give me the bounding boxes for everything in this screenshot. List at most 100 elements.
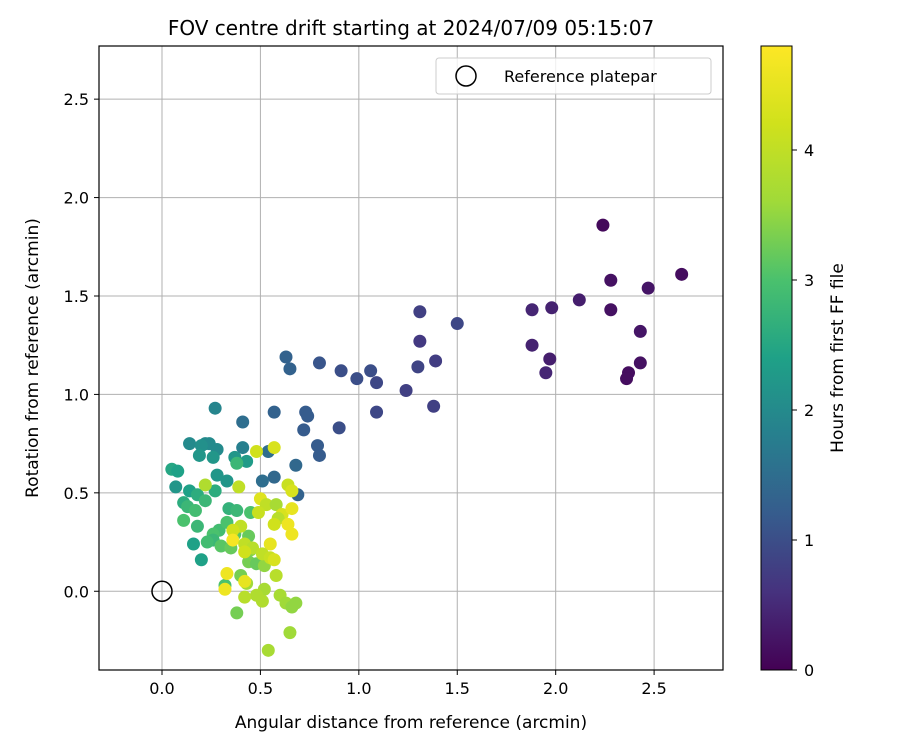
data-point — [289, 458, 303, 472]
data-point — [208, 401, 222, 415]
x-tick-label: 0.5 — [248, 679, 273, 698]
data-point — [633, 324, 647, 338]
data-point — [177, 513, 191, 527]
data-point — [525, 338, 539, 352]
data-point — [539, 366, 553, 380]
data-point — [413, 334, 427, 348]
data-point — [427, 399, 441, 413]
data-point — [267, 553, 281, 567]
y-tick-label: 2.5 — [64, 90, 89, 109]
data-point — [301, 409, 315, 423]
data-point — [226, 523, 240, 537]
data-point — [429, 354, 443, 368]
data-point — [269, 498, 283, 512]
data-point — [675, 267, 689, 281]
data-point — [312, 356, 326, 370]
data-point — [261, 643, 275, 657]
data-point — [194, 553, 208, 567]
reference-point — [151, 580, 173, 603]
data-point — [572, 293, 586, 307]
colorbar-tick-label: 2 — [804, 401, 814, 420]
data-point — [230, 606, 244, 620]
x-tick-label: 1.5 — [445, 679, 470, 698]
x-axis-ticks: 0.0 0.5 1.0 1.5 2.0 2.5 — [149, 670, 667, 698]
data-point — [186, 537, 200, 551]
data-point — [263, 537, 277, 551]
data-point — [285, 527, 299, 541]
data-point — [285, 600, 299, 614]
data-point — [238, 545, 252, 559]
data-point — [240, 454, 254, 468]
data-point — [194, 439, 208, 453]
data-point — [334, 364, 348, 378]
data-point — [190, 519, 204, 533]
x-tick-label: 1.0 — [346, 679, 371, 698]
data-point — [312, 448, 326, 462]
x-tick-label: 2.5 — [641, 679, 666, 698]
data-point — [525, 303, 539, 317]
data-point — [283, 362, 297, 376]
y-tick-label: 2.0 — [64, 189, 89, 208]
data-point — [279, 350, 293, 364]
colorbar-tick-label: 4 — [804, 141, 814, 160]
data-point — [192, 448, 206, 462]
colorbar: 0 1 2 3 4 Hours from first FF file — [760, 45, 848, 680]
data-point — [411, 360, 425, 374]
data-point — [200, 535, 214, 549]
data-point — [206, 450, 220, 464]
data-point — [620, 372, 634, 386]
data-point — [285, 502, 299, 516]
data-point — [633, 356, 647, 370]
data-point — [604, 303, 618, 317]
data-point — [364, 364, 378, 378]
data-point — [198, 478, 212, 492]
data-point — [255, 594, 269, 608]
data-point — [267, 405, 281, 419]
data-point — [251, 506, 265, 520]
data-point — [269, 569, 283, 583]
data-point — [236, 441, 250, 455]
y-tick-label: 0.0 — [64, 582, 89, 601]
colorbar-tick-label: 1 — [804, 531, 814, 550]
data-point — [283, 626, 297, 640]
data-point — [218, 582, 232, 596]
x-axis-label: Angular distance from reference (arcmin) — [235, 713, 587, 733]
y-tick-label: 1.5 — [64, 287, 89, 306]
data-point — [370, 376, 384, 390]
data-point — [350, 372, 364, 386]
data-point — [413, 305, 427, 319]
legend-marker — [455, 65, 477, 87]
data-point — [399, 383, 413, 397]
plot-frame — [98, 45, 724, 671]
data-point — [604, 273, 618, 287]
data-point — [198, 494, 212, 508]
colorbar-ticks: 0 1 2 3 4 — [792, 141, 814, 680]
data-point — [267, 517, 281, 531]
data-point — [267, 441, 281, 455]
y-axis-ticks: 0.0 0.5 1.0 1.5 2.0 2.5 — [64, 90, 99, 601]
scatter-points — [165, 218, 689, 657]
data-point — [214, 539, 228, 553]
data-point — [545, 301, 559, 315]
data-point — [169, 480, 183, 494]
data-point — [281, 517, 295, 531]
data-point — [232, 480, 246, 494]
y-tick-label: 1.0 — [64, 385, 89, 404]
data-point — [255, 474, 269, 488]
y-tick-label: 0.5 — [64, 484, 89, 503]
x-tick-label: 0.0 — [149, 679, 174, 698]
data-point — [641, 281, 655, 295]
data-point — [450, 317, 464, 331]
legend: Reference platepar — [435, 57, 712, 95]
colorbar-label: Hours from first FF file — [828, 263, 848, 453]
data-point — [183, 437, 197, 451]
colorbar-tick-label: 0 — [804, 661, 814, 680]
data-point — [210, 468, 224, 482]
data-point — [249, 445, 263, 459]
data-point — [259, 498, 273, 512]
data-point — [230, 504, 244, 518]
data-point — [238, 574, 252, 588]
colorbar-tick-label: 3 — [804, 271, 814, 290]
data-point — [208, 484, 222, 498]
